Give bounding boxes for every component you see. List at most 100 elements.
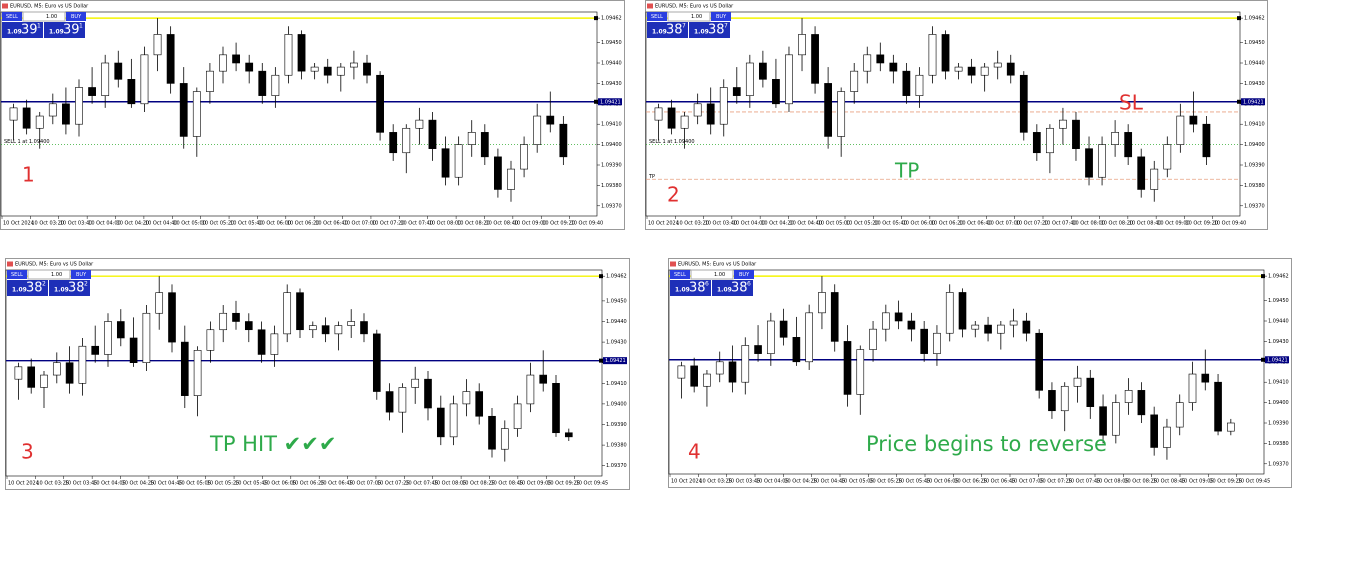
candle-body <box>193 350 202 396</box>
buy-label: BUY <box>716 14 727 20</box>
order-label: TP <box>648 174 655 180</box>
bid-box <box>647 22 688 38</box>
bid-point: 7 <box>682 23 686 30</box>
candle-body <box>728 361 737 383</box>
buy-label: BUY <box>71 14 82 20</box>
lot-size: 1.00 <box>714 272 725 278</box>
x-tick-label: 10 Oct 06:40 <box>315 221 348 227</box>
sell-button[interactable] <box>7 270 27 279</box>
candle-body <box>928 34 937 76</box>
candle-body <box>767 320 775 354</box>
x-tick-label: 10 Oct 2024 <box>648 221 679 227</box>
price-line-marker <box>599 274 603 279</box>
candle-body <box>830 292 839 342</box>
x-tick-label: 10 Oct 03:45 <box>65 481 98 487</box>
sell-button[interactable] <box>670 270 690 279</box>
x-tick-label: 10 Oct 07:20 <box>1016 221 1049 227</box>
buy-button[interactable] <box>66 12 86 21</box>
y-tick-label: 1.09430 <box>601 81 622 87</box>
annotation: TP <box>894 159 919 183</box>
annotation: 2 <box>667 183 680 207</box>
candle-body <box>462 391 471 405</box>
window-icon <box>7 261 13 267</box>
x-tick-label: 10 Oct 06:00 <box>258 221 291 227</box>
window-title: EURUSD, M5: Euro vs US Dollar <box>15 262 94 268</box>
candle-body <box>1009 320 1018 326</box>
candle-body <box>480 132 489 158</box>
price-line-marker <box>599 358 603 363</box>
bid-pips: 39 <box>21 23 38 38</box>
sell-button[interactable] <box>2 12 22 21</box>
ask-prefix: 1.09 <box>54 287 69 294</box>
ask-prefix: 1.09 <box>717 287 732 294</box>
annotation: Price begins to reverse <box>866 432 1107 456</box>
candle-body <box>941 34 950 72</box>
candle-body <box>1175 402 1184 428</box>
x-tick-label: 10 Oct 08:45 <box>490 481 523 487</box>
candle-body <box>706 103 715 125</box>
candle-body <box>336 66 345 76</box>
candle-body <box>798 34 806 56</box>
lot-box <box>22 11 66 22</box>
plot-frame <box>5 269 603 477</box>
x-tick-label: 10 Oct 05:05 <box>178 481 211 487</box>
x-tick-label: 10 Oct 05:00 <box>818 221 851 227</box>
annotation: 3 <box>21 440 34 464</box>
candle-body <box>1022 320 1031 334</box>
bid-box <box>670 280 711 296</box>
plot-frame <box>668 269 1265 475</box>
y-tick-label: 1.09430 <box>1268 339 1289 345</box>
candle-body <box>1176 115 1185 145</box>
x-tick-label: 10 Oct 06:20 <box>931 221 964 227</box>
x-tick-label: 10 Oct 09:40 <box>571 221 604 227</box>
candle-body <box>850 70 859 92</box>
candle-body <box>1137 390 1146 416</box>
price-line-marker <box>1261 357 1265 362</box>
window-title: EURUSD, M5: Euro vs US Dollar <box>10 4 89 10</box>
candle-body <box>219 312 228 331</box>
bid-prefix: 1.09 <box>675 287 690 294</box>
x-tick-label: 10 Oct 04:40 <box>789 221 822 227</box>
candle-body <box>876 54 885 64</box>
plot-frame <box>0 11 598 217</box>
candle-body <box>271 74 280 96</box>
candle-body <box>693 103 702 117</box>
candle-body <box>244 321 253 331</box>
x-tick-label: 10 Oct 03:20 <box>31 221 64 227</box>
price-label: 1.09421 <box>1267 357 1288 363</box>
x-tick-label: 10 Oct 09:25 <box>1209 479 1242 485</box>
x-tick-label: 10 Oct 05:20 <box>202 221 235 227</box>
bid-prefix: 1.09 <box>652 29 667 36</box>
x-tick-label: 10 Oct 09:20 <box>542 221 575 227</box>
buy-button[interactable] <box>734 270 754 279</box>
candle-body <box>127 79 136 105</box>
buy-button[interactable] <box>71 270 91 279</box>
candle-body <box>703 373 711 387</box>
price-line-marker <box>1261 274 1265 279</box>
chart-window: EURUSD, M5: Euro vs US Dollar 1.09462 1.09… <box>0 0 625 230</box>
x-tick-label: 10 Oct 03:25 <box>699 479 732 485</box>
sell-button[interactable] <box>647 12 667 21</box>
candle-body <box>882 312 890 330</box>
x-tick-label: 10 Oct 04:00 <box>733 221 766 227</box>
buy-button[interactable] <box>711 12 731 21</box>
y-tick-label: 1.09380 <box>601 183 622 189</box>
candle-body <box>321 325 330 335</box>
window-frame <box>645 0 1268 230</box>
candle-body <box>811 34 819 84</box>
x-tick-label: 10 Oct 08:00 <box>429 221 462 227</box>
y-tick-label: 1.09370 <box>1244 203 1265 209</box>
x-tick-label: 10 Oct 08:20 <box>457 221 490 227</box>
y-tick-label: 1.09450 <box>606 298 627 304</box>
candle-body <box>1188 373 1197 403</box>
x-tick-label: 10 Oct 06:45 <box>320 481 353 487</box>
buy-label: BUY <box>76 272 87 278</box>
y-tick-label: 1.09440 <box>606 319 627 325</box>
candle-body <box>232 54 240 64</box>
candle-body <box>296 292 304 331</box>
x-tick-label: 10 Oct 05:25 <box>207 481 240 487</box>
x-tick-label: 10 Oct 09:00 <box>1157 221 1190 227</box>
candle-body <box>415 119 424 129</box>
candle-body <box>954 66 963 72</box>
price-label: 1.09421 <box>1243 99 1264 105</box>
